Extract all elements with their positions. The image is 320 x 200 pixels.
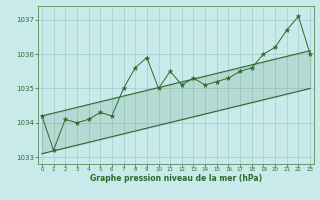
X-axis label: Graphe pression niveau de la mer (hPa): Graphe pression niveau de la mer (hPa) — [90, 174, 262, 183]
